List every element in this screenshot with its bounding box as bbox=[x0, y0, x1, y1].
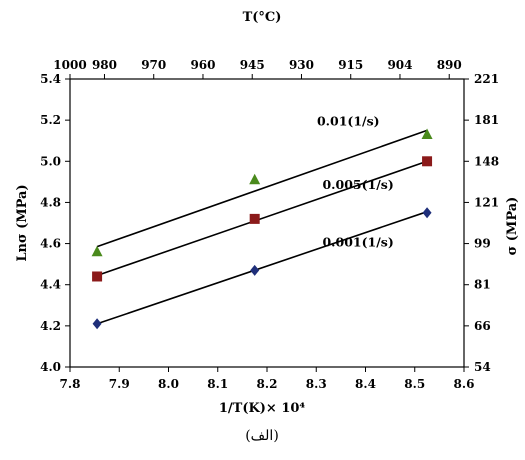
top-tick-label: 915 bbox=[338, 58, 363, 72]
top-tick-label: 890 bbox=[437, 58, 462, 72]
data-point-diamond bbox=[422, 207, 432, 219]
top-tick-label: 930 bbox=[289, 58, 314, 72]
plot-frame bbox=[69, 78, 465, 368]
fit-line-0 bbox=[96, 129, 428, 248]
series-label: 0.01(1/s) bbox=[317, 113, 380, 128]
x-tick-label: 8.2 bbox=[257, 377, 278, 391]
right-tick-label: 99 bbox=[474, 237, 491, 251]
data-point-triangle bbox=[249, 173, 261, 185]
x-tick-label: 7.9 bbox=[109, 377, 130, 391]
right-tick-label: 181 bbox=[474, 113, 499, 127]
data-point-square bbox=[249, 213, 260, 224]
top-tick-label: 945 bbox=[240, 58, 265, 72]
y-tick-label: 5.4 bbox=[40, 72, 61, 86]
right-tick-label: 66 bbox=[474, 319, 491, 333]
y-tick-label: 5.2 bbox=[40, 113, 61, 127]
y-tick-label: 4.0 bbox=[40, 360, 61, 374]
y-tick-label: 4.8 bbox=[40, 195, 61, 209]
fit-line-2 bbox=[96, 210, 428, 325]
top-tick-label: 904 bbox=[387, 58, 412, 72]
top-axis-title: T(°C) bbox=[243, 10, 282, 25]
top-tick-label: 960 bbox=[190, 58, 215, 72]
right-tick-label: 148 bbox=[474, 154, 499, 168]
x-tick-label: 8.5 bbox=[404, 377, 425, 391]
data-point-triangle bbox=[421, 128, 433, 140]
data-point-square bbox=[422, 156, 433, 167]
data-point-diamond bbox=[92, 318, 102, 330]
right-tick-label: 54 bbox=[474, 360, 491, 374]
right-tick-label: 121 bbox=[474, 195, 499, 209]
x-tick-label: 7.8 bbox=[60, 377, 81, 391]
right-axis-title: σ (MPa) bbox=[505, 197, 520, 256]
top-tick-label: 980 bbox=[92, 58, 117, 72]
top-tick-label: 1000 bbox=[53, 58, 86, 72]
y-tick-label: 5.0 bbox=[40, 154, 61, 168]
x-tick-label: 8.1 bbox=[207, 377, 228, 391]
x-tick-label: 8.4 bbox=[355, 377, 376, 391]
x-tick-label: 8.3 bbox=[306, 377, 327, 391]
data-point-diamond bbox=[250, 264, 260, 276]
y-tick-label: 4.6 bbox=[40, 237, 61, 251]
y-tick-label: 4.2 bbox=[40, 319, 61, 333]
series-label: 0.001(1/s) bbox=[322, 235, 393, 250]
right-tick-label: 221 bbox=[474, 72, 499, 86]
figure-caption: (الف) bbox=[245, 428, 279, 444]
x-tick-label: 8.6 bbox=[454, 377, 475, 391]
y-axis-title: Lnσ (MPa) bbox=[15, 184, 30, 261]
data-point-triangle bbox=[91, 245, 103, 257]
x-tick-label: 8.0 bbox=[158, 377, 179, 391]
right-tick-label: 81 bbox=[474, 278, 491, 292]
x-axis-title: 1/T(K)× 10⁴ bbox=[219, 401, 306, 416]
data-point-square bbox=[92, 271, 103, 282]
top-tick-label: 970 bbox=[141, 58, 166, 72]
series-label: 0.005(1/s) bbox=[322, 177, 393, 192]
y-tick-label: 4.4 bbox=[40, 278, 61, 292]
fit-line-1 bbox=[96, 160, 428, 277]
